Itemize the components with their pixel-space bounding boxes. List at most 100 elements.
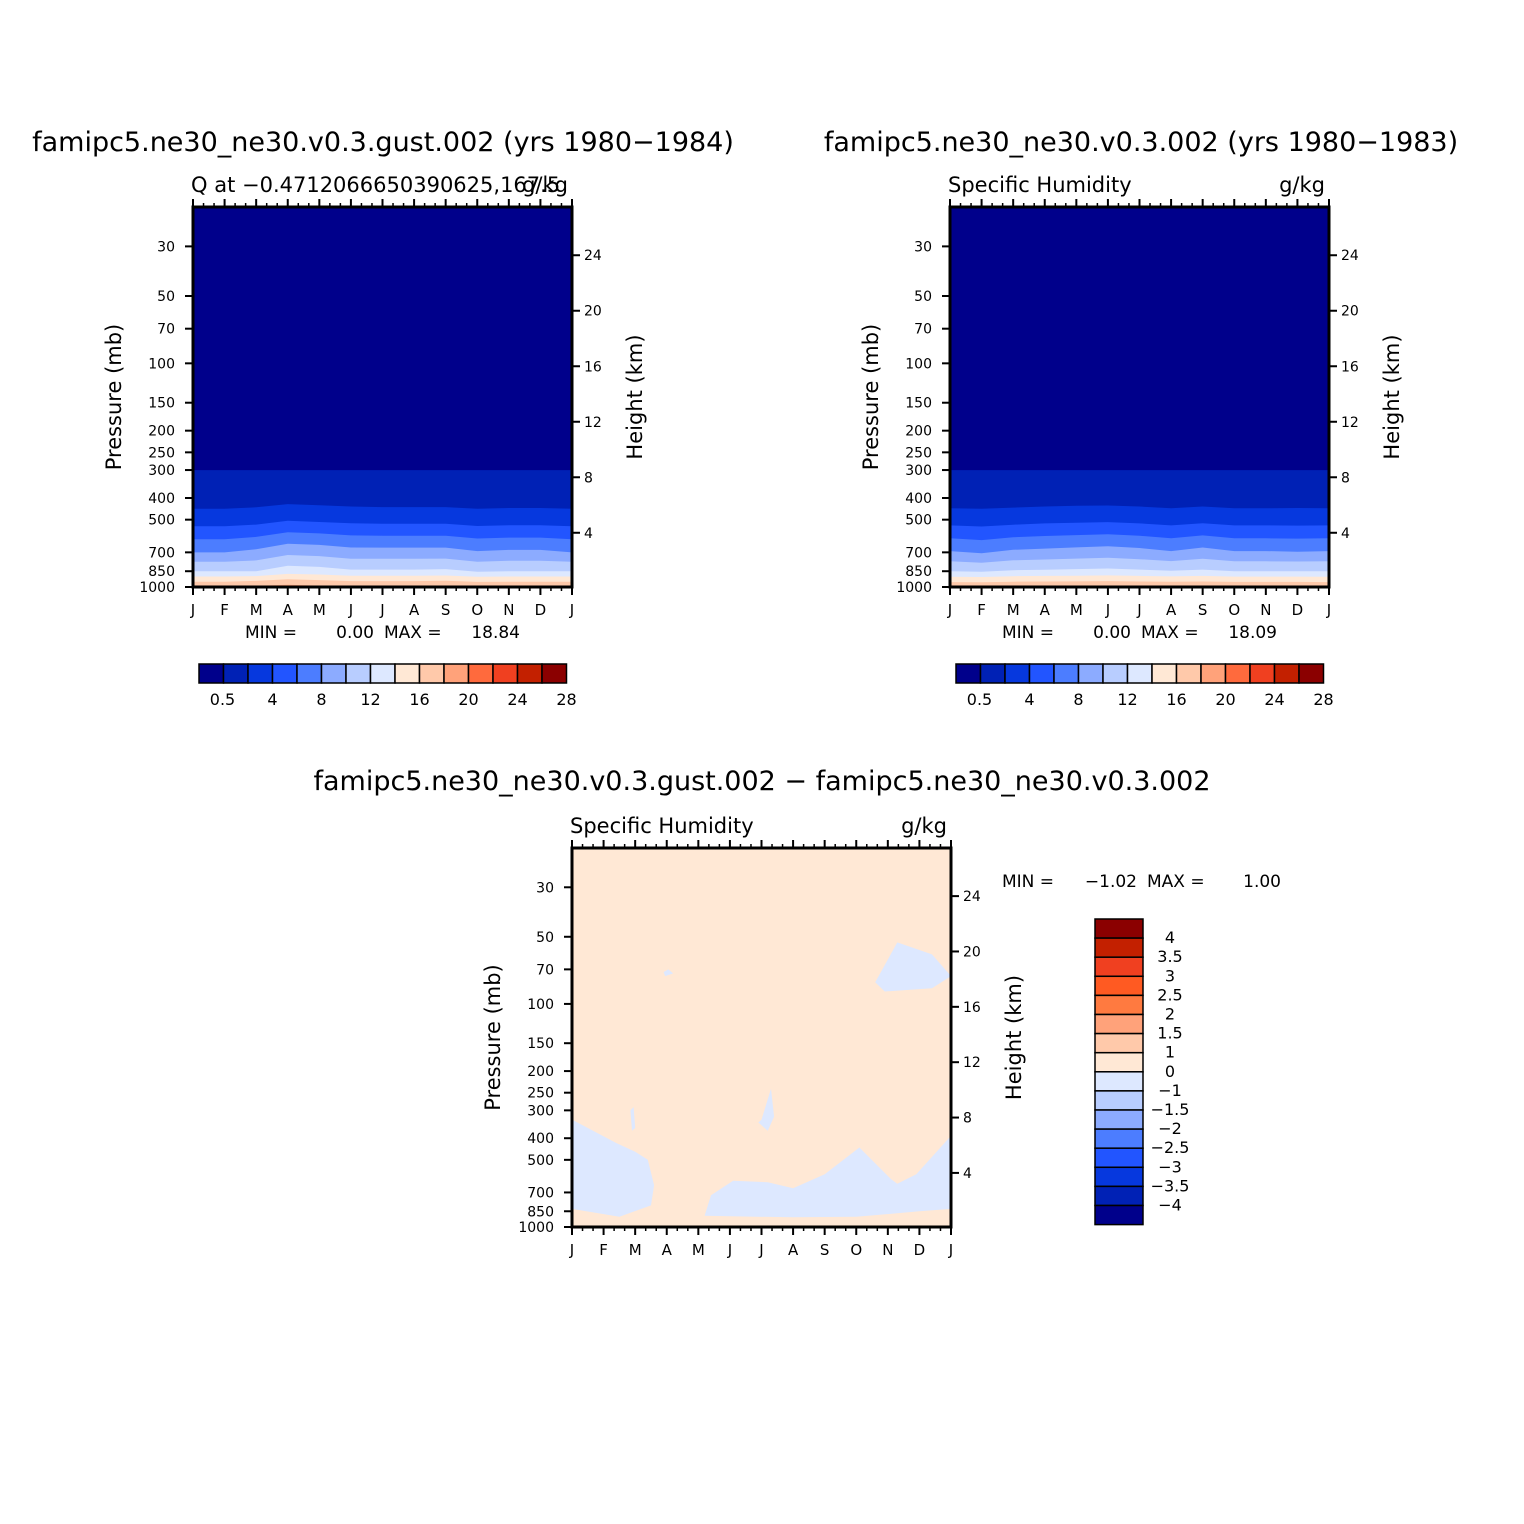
y-tick-label: 1000 [518,1220,554,1236]
colorbar-label: 8 [1073,690,1083,709]
y-tick-label: 70 [914,322,932,338]
contour-fill [663,969,674,977]
colorbar-label: −2.5 [1151,1138,1190,1157]
panel-1: J F M A M J J A S O N D J 30 50 70 100 150 200 250 300 400 500… [32,127,734,709]
colorbar-label: 4 [267,690,277,709]
colorbar-box [1094,1051,1144,1073]
min-value: 0.00 [336,623,374,643]
y-tick-label: 150 [527,1036,554,1052]
y-right-tick-label: 20 [584,304,602,320]
max-value: 18.84 [471,623,520,643]
colorbar-box [1298,663,1325,684]
y-right-tick-label: 16 [1341,359,1359,375]
x-tick-label: O [1228,601,1240,619]
colorbar-label: 16 [409,690,429,709]
y-tick-label: 50 [536,930,554,946]
x-tick-label: J [947,601,952,619]
colorbar-box [1053,663,1080,684]
plot-area [572,848,951,1227]
x-tick-label: M [1007,601,1020,619]
x-tick-label: N [1260,601,1271,619]
x-tick-label: J [379,601,384,619]
y-right-tick-label: 12 [584,415,602,431]
y-tick-label: 30 [536,880,554,896]
colorbar-box [443,663,470,684]
x-tick-label: F [599,1241,608,1259]
y-axis-label: Pressure (mb) [481,964,505,1111]
colorbar-box [1094,1204,1144,1226]
colorbar-label: 28 [1313,690,1333,709]
x-tick-label: A [1166,601,1177,619]
x-tick-label: M [692,1241,705,1259]
y-tick-label: 100 [905,356,932,372]
y-right-tick-label: 8 [963,1111,972,1127]
y-tick-label: 300 [148,463,175,479]
colorbar-label: −2 [1158,1119,1182,1138]
colorbar-box [1094,937,1144,958]
y-tick-label: 700 [527,1185,554,1201]
x-tick-label: A [1040,601,1051,619]
y-right-tick-label: 24 [584,248,602,264]
x-tick-label: M [313,601,326,619]
colorbar-box [1094,1013,1144,1035]
colorbar-box [1126,663,1153,684]
colorbar-box [1004,663,1031,684]
y-tick-label: 1000 [896,580,932,596]
y-tick-label: 200 [527,1064,554,1080]
colorbar-label: 3 [1165,966,1175,985]
y-tick-label: 250 [148,445,175,461]
colorbar-box [1200,663,1227,684]
x-tick-label: J [1326,601,1331,619]
colorbar-box [345,663,372,684]
y-tick-label: 1000 [139,580,175,596]
x-tick-label: J [1136,601,1141,619]
colorbar-label: 1.5 [1157,1024,1182,1043]
chart-subtitle-left: Specific Humidity [570,814,754,838]
colorbar-label: 2 [1165,1005,1175,1024]
x-tick-label: F [977,601,986,619]
colorbar-box [1094,1071,1144,1092]
x-tick-label: J [727,1241,732,1259]
x-tick-label: M [250,601,263,619]
x-tick-label: D [535,601,547,619]
colorbar-box [1094,994,1144,1016]
y-tick-label: 100 [148,356,175,372]
x-tick-label: J [1105,601,1110,619]
x-tick-label: J [758,1241,763,1259]
colorbar-label: 0.5 [967,690,992,709]
colorbar-label: 24 [1264,690,1284,709]
x-tick-label: N [503,601,514,619]
colorbar-label: 1 [1165,1043,1175,1062]
y-tick-label: 250 [905,445,932,461]
y-right-axis-label: Height (km) [1380,334,1404,459]
x-tick-label: S [441,601,451,619]
x-tick-label: M [1070,601,1083,619]
colorbar-label: 20 [1215,690,1235,709]
colorbar-box [369,663,396,684]
y-right-axis-label: Height (km) [623,334,647,459]
y-tick-label: 70 [157,322,175,338]
contour-fill [572,1119,655,1217]
y-right-axis-label: Height (km) [1002,975,1026,1100]
min-label: MIN = [245,623,297,643]
panel-2: J F M A M J J A S O N D J 30 50 70 100 150 200 250 300 400 500… [824,127,1458,709]
y-right-tick-label: 4 [1341,526,1350,542]
y-tick-label: 400 [148,491,175,507]
x-tick-label: J [348,601,353,619]
chart-subtitle-right: g/kg [522,173,568,197]
colorbar-box [1094,1128,1144,1149]
x-tick-label: J [569,1241,574,1259]
x-tick-label: S [820,1241,830,1259]
colorbar-box [1094,1090,1144,1111]
chart-subtitle-left: Q at −0.4712066650390625,167.5 [191,173,560,197]
contour-fill [758,1088,775,1131]
colorbar-box [1094,1185,1144,1207]
colorbar-label: 16 [1166,690,1186,709]
colorbar-label: 28 [556,690,576,709]
x-tick-label: J [190,601,195,619]
max-label: MAX = [1147,872,1205,892]
colorbar-box [1249,663,1276,684]
y-right-tick-label: 12 [1341,415,1359,431]
x-tick-label: F [220,601,229,619]
